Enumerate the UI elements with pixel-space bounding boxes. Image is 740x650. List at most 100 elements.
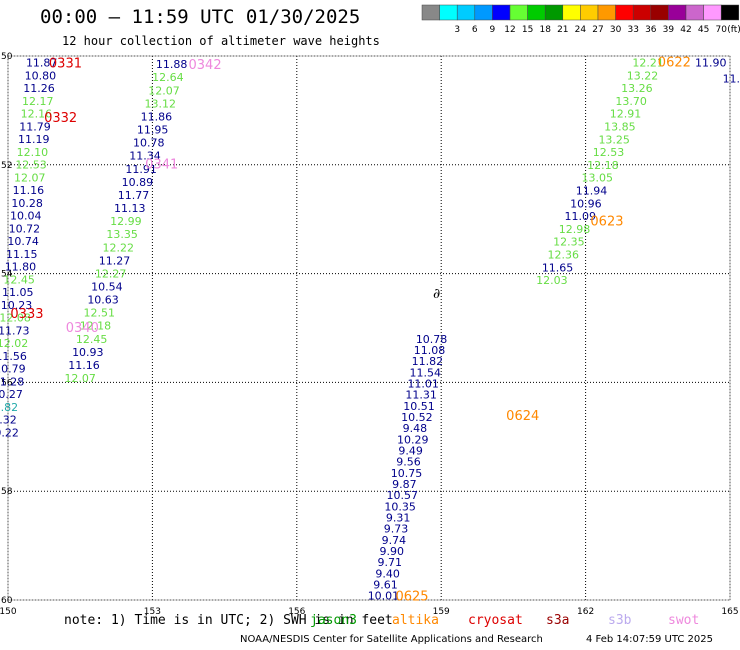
- satellite-legend-swot: swot: [668, 613, 700, 628]
- latitude-tick-label: 60: [1, 596, 13, 606]
- wave-height-value: 10.51: [403, 400, 435, 413]
- scale-tick-label: 42: [680, 25, 691, 35]
- scale-tick-label: 33: [627, 25, 638, 35]
- wave-height-value: 12.18: [80, 320, 112, 333]
- scale-bin: [421, 4, 440, 21]
- wave-height-value: 12.17: [22, 95, 54, 108]
- wave-height-value: 12.91: [610, 108, 642, 121]
- latitude-tick-label: 52: [1, 161, 12, 171]
- wave-height-value: 11.87: [26, 57, 58, 70]
- wave-height-value: 11.94: [576, 185, 608, 198]
- wave-height-value: 10.96: [570, 197, 602, 210]
- satellite-legend-s3b: s3b: [608, 613, 632, 628]
- wave-height-value: 11.26: [23, 82, 55, 95]
- wave-height-value: 10.93: [72, 346, 104, 359]
- wave-height-value: 13.05: [581, 172, 613, 185]
- land-mark: ∂: [433, 286, 440, 302]
- latitude-tick-label: 50: [1, 52, 13, 62]
- scale-bin: [597, 4, 616, 21]
- satellite-legend-s3a: s3a: [546, 613, 570, 628]
- wave-height-value: 11.54: [410, 366, 442, 379]
- wave-height-value: 9.73: [384, 523, 409, 536]
- pass-time-label: 0340: [66, 321, 99, 336]
- wave-height-value: 11.88: [156, 58, 188, 71]
- pass-time-label: 0333: [10, 307, 43, 322]
- latitude-tick-label: 56: [1, 378, 13, 388]
- scale-bin: [580, 4, 599, 21]
- satellite-legend-cryosat: cryosat: [468, 613, 523, 628]
- wave-height-value: 10.63: [87, 294, 119, 307]
- wave-height-value: 10.22: [0, 426, 19, 439]
- wave-height-value: 11.90: [695, 57, 727, 70]
- scale-bin: [509, 4, 528, 21]
- wave-height-value: 13.26: [621, 82, 653, 95]
- wave-height-value: 10.74: [7, 235, 39, 248]
- wave-height-value: 12.53: [593, 146, 625, 159]
- wave-height-value: 12.64: [152, 71, 184, 84]
- scale-unit: (ft): [727, 25, 740, 35]
- note-text: note: 1) Time is in UTC; 2) SWH is in fe…: [64, 613, 393, 628]
- wave-height-value: 12.22: [103, 241, 135, 254]
- wave-height-value: 11.95: [137, 124, 169, 137]
- wave-height-value: 13.35: [106, 228, 138, 241]
- wave-height-value: 9.49: [398, 445, 423, 458]
- scale-tick-label: 15: [522, 25, 533, 35]
- scale-bin: [562, 4, 581, 21]
- scale-bin: [615, 4, 634, 21]
- wave-height-value: 11.80: [5, 261, 37, 274]
- wave-height-value: 13.85: [604, 121, 636, 134]
- map-grid: [7, 55, 731, 601]
- latitude-tick-label: 54: [1, 270, 13, 280]
- scale-bin: [474, 4, 493, 21]
- wave-height-value: 10.52: [401, 411, 433, 424]
- wave-height-value: 9.56: [396, 456, 421, 469]
- wave-height-value: 12.07: [64, 372, 96, 385]
- scale-bin: [544, 4, 564, 21]
- wave-height-value: 11.77: [118, 189, 150, 202]
- wave-height-value: 11.82: [412, 355, 444, 368]
- wave-height-value: 9.61: [373, 578, 398, 591]
- satellite-legend-jason3: jason3: [310, 613, 357, 628]
- scale-bin: [703, 4, 722, 21]
- wave-height-value: 12.07: [14, 171, 46, 184]
- scale-tick-label: 21: [557, 25, 568, 35]
- scale-tick-label: 9: [490, 25, 496, 35]
- wave-height-value: 9.90: [380, 545, 405, 558]
- scale-tick-label: 6: [472, 25, 478, 35]
- longitude-tick-label: 156: [288, 607, 305, 617]
- longitude-tick-label: 159: [433, 607, 450, 617]
- scale-tick-label: 45: [698, 25, 709, 35]
- scale-tick-label: 36: [645, 25, 657, 35]
- pass-time-label: 0624: [506, 409, 539, 424]
- wave-height-value: 13.25: [598, 133, 630, 146]
- wave-height-value: 12.45: [3, 273, 35, 286]
- altimeter-tracks: 11.8710.8011.2612.1712.1611.7911.1912.10…: [0, 57, 740, 603]
- scale-bin: [456, 4, 476, 21]
- wave-height-value: 11.16: [13, 184, 45, 197]
- wave-height-value: 10.78: [133, 137, 165, 150]
- scale-bin: [527, 4, 546, 21]
- wave-height-value: 10.57: [387, 489, 419, 502]
- wave-height-value: 12.35: [553, 236, 585, 249]
- scale-bin: [720, 4, 740, 21]
- wave-height-value: 11.28: [0, 375, 24, 388]
- footer-credit: NOAA/NESDIS Center for Satellite Applica…: [240, 634, 543, 645]
- longitude-tick-label: 165: [721, 607, 738, 617]
- wave-height-value: 11.01: [407, 378, 439, 391]
- wave-height-value: 11.56: [0, 350, 27, 363]
- wave-height-value: 12.08: [0, 312, 31, 325]
- pass-time-label: 0625: [395, 590, 428, 605]
- wave-height-value: 12.27: [95, 267, 127, 280]
- wave-height-value: 12.51: [84, 307, 116, 320]
- latitude-tick-label: 58: [1, 487, 13, 497]
- wave-height-value: 12.07: [148, 84, 180, 97]
- wave-height-value: 12.45: [76, 333, 108, 346]
- longitude-tick-label: 162: [577, 607, 594, 617]
- wave-height-value: 10.28: [11, 197, 43, 210]
- pass-time-label: 0331: [49, 57, 82, 72]
- map-frame: [7, 55, 731, 601]
- wave-height-value: 13.22: [627, 69, 659, 82]
- scale-bin: [439, 4, 458, 21]
- wave-height-value: 12.16: [21, 108, 53, 121]
- wave-height-value: 10.80: [25, 69, 57, 82]
